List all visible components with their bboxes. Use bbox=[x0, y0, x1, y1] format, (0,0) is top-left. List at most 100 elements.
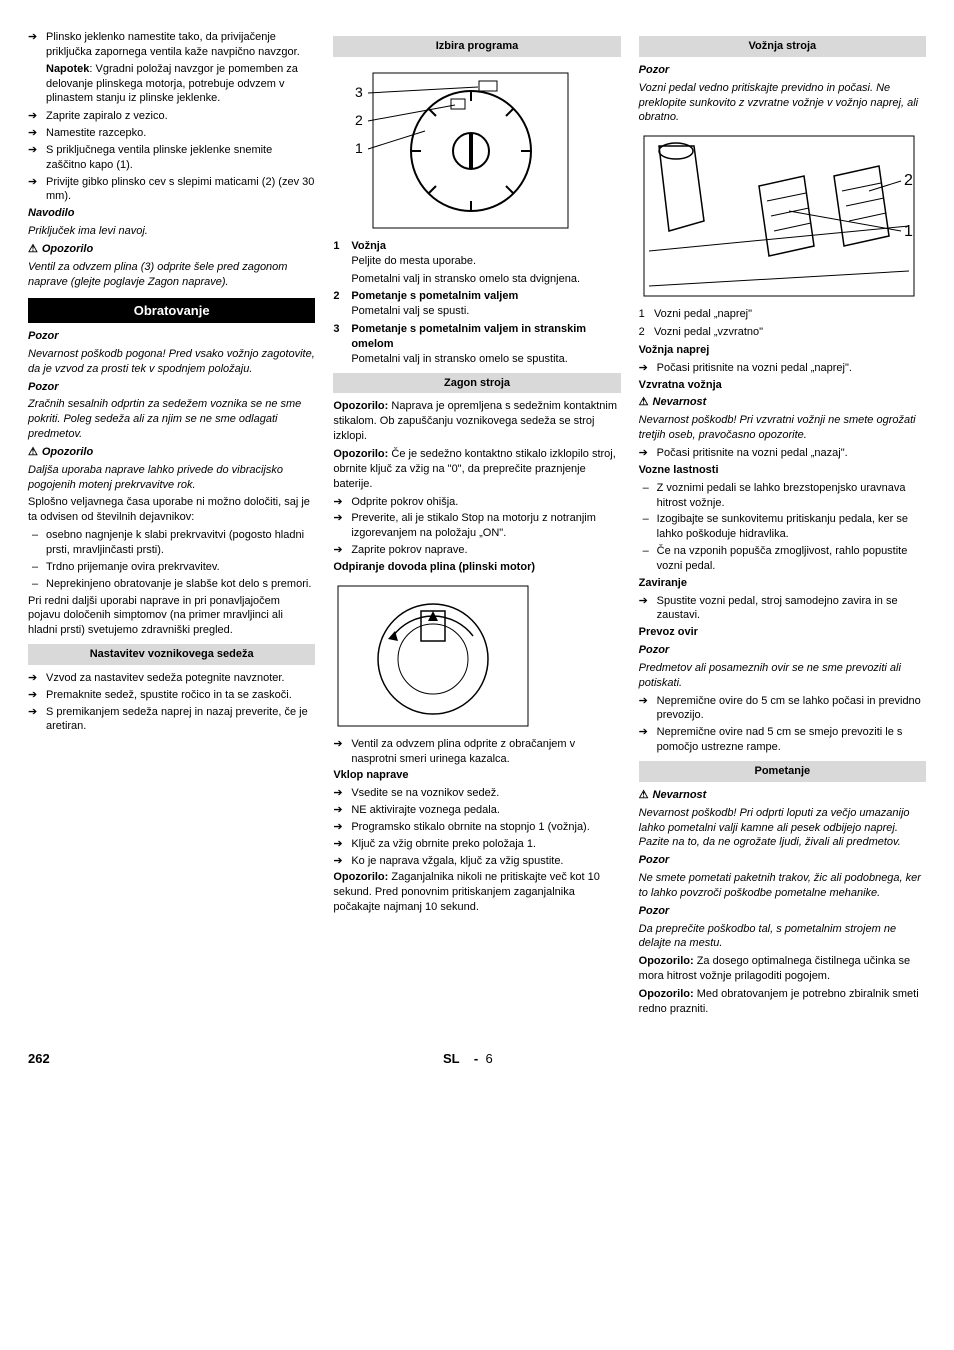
t: Premaknite sedež, spustite ročico in ta … bbox=[46, 689, 292, 701]
ventil-list: Ventil za odvzem plina odprite z obračan… bbox=[333, 737, 620, 767]
intro-text: Plinsko jeklenko namestite tako, da priv… bbox=[46, 31, 300, 58]
opo3: Opozorilo: Zaganjalnika nikoli ne pritis… bbox=[333, 870, 620, 915]
pri-redni: Pri redni daljši uporabi naprave in pri … bbox=[28, 594, 315, 639]
nast-item: S premikanjem sedeža naprej in nazaj pre… bbox=[28, 705, 315, 735]
vki: Programsko stikalo obrnite na stopnjo 1 … bbox=[333, 820, 620, 835]
pozor2-l: Pozor bbox=[639, 643, 926, 658]
b: Opozorilo: bbox=[639, 955, 694, 967]
t: Izogibajte se sunkovitemu pritiskanju pe… bbox=[657, 513, 908, 540]
t: Preverite, ali je stikalo Stop na motorj… bbox=[351, 512, 596, 539]
pozor2-t: Predmetov ali posameznih ovir se ne sme … bbox=[639, 661, 926, 691]
intro-item: Privijte gibko plinsko cev s slepimi mat… bbox=[28, 175, 315, 205]
n: 1 bbox=[639, 308, 645, 320]
nastavitev-header: Nastavitev voznikovega sedeža bbox=[28, 644, 315, 665]
nast-item: Premaknite sedež, spustite ročico in ta … bbox=[28, 688, 315, 703]
nzi: Počasi pritisnite na vozni pedal „nazaj"… bbox=[639, 446, 926, 461]
t: Vozni pedal „naprej" bbox=[654, 308, 752, 320]
lbl2: 2 bbox=[355, 112, 363, 128]
voznja-header: Vožnja stroja bbox=[639, 36, 926, 57]
b: Opozorilo: bbox=[333, 400, 388, 412]
lbl1: 1 bbox=[355, 140, 363, 156]
t: Nepremične ovire nad 5 cm se smejo prevo… bbox=[657, 726, 903, 753]
t: Zaprite zapiralo z vezico. bbox=[46, 110, 168, 122]
line: Pometalni valj in stransko omelo sta dvi… bbox=[351, 272, 620, 287]
t: Privijte gibko plinsko cev s slepimi mat… bbox=[46, 176, 314, 203]
legend2: 2 Vozni pedal „vzvratno" bbox=[639, 325, 926, 340]
t: Programsko stikalo obrnite na stopnjo 1 … bbox=[351, 821, 589, 833]
obratovanje-header: Obratovanje bbox=[28, 298, 315, 324]
t: Z voznimi pedali se lahko brezstopenjsko… bbox=[657, 482, 906, 509]
n: 3 bbox=[333, 322, 339, 337]
pozor2-label: Pozor bbox=[28, 380, 315, 395]
pozor2-text: Zračnih sesalnih odprtin za sedežem vozn… bbox=[28, 397, 315, 442]
t: Ventil za odvzem plina odprite z obračan… bbox=[351, 738, 575, 765]
intro-item: Plinsko jeklenko namestite tako, da priv… bbox=[28, 30, 315, 60]
b: Opozorilo: bbox=[333, 871, 388, 883]
n: 2 bbox=[639, 326, 645, 338]
t: Neprekinjeno obratovanje je slabše kot d… bbox=[46, 578, 311, 590]
nev2-t: Nevarnost poškodb! Pri odprti loputi za … bbox=[639, 806, 926, 851]
pozor3-l: Pozor bbox=[639, 853, 926, 868]
svg-text:1: 1 bbox=[904, 223, 913, 240]
column-left: Plinsko jeklenko namestite tako, da priv… bbox=[28, 30, 315, 1020]
b: Opozorilo: bbox=[639, 988, 694, 1000]
vozne-list: Z voznimi pedali se lahko brezstopenjsko… bbox=[639, 481, 926, 574]
t: osebno nagnjenje k slabi prekrvavitvi (p… bbox=[46, 529, 304, 556]
izbira-header: Izbira programa bbox=[333, 36, 620, 57]
t: Zaprite pokrov naprave. bbox=[351, 544, 467, 556]
napotek-para: Napotek: Vgradni položaj navzgor je pome… bbox=[28, 62, 315, 107]
program-list: 1Vožnja Peljite do mesta uporabe. Pometa… bbox=[333, 239, 620, 367]
program-dial-figure: 3 2 1 bbox=[333, 63, 620, 233]
opo2: Opozorilo: Če je sedežno kontaktno stika… bbox=[333, 447, 620, 492]
page-footer: 262 SL - 6 bbox=[28, 1050, 926, 1068]
pozor3-t: Ne smete pometati paketnih trakov, žic a… bbox=[639, 871, 926, 901]
n: 2 bbox=[333, 289, 339, 304]
vki: Ko je naprava vžgala, ključ za vžig spus… bbox=[333, 854, 620, 869]
zagon-list: Odprite pokrov ohišja. Preverite, ali je… bbox=[333, 495, 620, 558]
opozorilo2-text: Daljša uporaba naprave lahko privede do … bbox=[28, 463, 315, 493]
zaviranje-h: Zaviranje bbox=[639, 576, 926, 591]
sub: 6 bbox=[485, 1051, 492, 1066]
t: Pometanje s pometalnim valjem bbox=[351, 290, 518, 302]
prevoz-h: Prevoz ovir bbox=[639, 625, 926, 640]
nast-item: Vzvod za nastavitev sedeža potegnite nav… bbox=[28, 671, 315, 686]
nev1-l: Nevarnost bbox=[639, 395, 926, 410]
t: NE aktivirajte voznega pedala. bbox=[351, 804, 500, 816]
vli: Z voznimi pedali se lahko brezstopenjsko… bbox=[639, 481, 926, 511]
naprej-h: Vožnja naprej bbox=[639, 343, 926, 358]
prog-item: 2Pometanje s pometalnim valjem Pometalni… bbox=[333, 289, 620, 319]
dejavniki-list: osebno nagnjenje k slabi prekrvavitvi (p… bbox=[28, 528, 315, 591]
zagon-header: Zagon stroja bbox=[333, 373, 620, 394]
t: S priključnega ventila plinske jeklenke … bbox=[46, 144, 272, 171]
pvi: Nepremične ovire nad 5 cm se smejo prevo… bbox=[639, 725, 926, 755]
t: Spustite vozni pedal, stroj samodejno za… bbox=[657, 595, 898, 622]
t: Pometanje s pometalnim valjem in stransk… bbox=[351, 323, 586, 350]
opozorilo2-label: Opozorilo bbox=[28, 445, 315, 460]
pozor1-label: Pozor bbox=[28, 329, 315, 344]
odpiranje-h: Odpiranje dovoda plina (plinski motor) bbox=[333, 560, 620, 575]
vi: Ventil za odvzem plina odprite z obračan… bbox=[333, 737, 620, 767]
t: Počasi pritisnite na vozni pedal „nazaj"… bbox=[657, 447, 848, 459]
pozor1-t: Vozni pedal vedno pritiskajte previdno i… bbox=[639, 81, 926, 126]
t: Vožnja bbox=[351, 240, 386, 252]
prevoz-list: Nepremične ovire do 5 cm se lahko počasi… bbox=[639, 694, 926, 755]
intro-item: Zaprite zapiralo z vezico. bbox=[28, 109, 315, 124]
pozor4-l: Pozor bbox=[639, 904, 926, 919]
pometanje-header: Pometanje bbox=[639, 761, 926, 782]
pvi: Nepremične ovire do 5 cm se lahko počasi… bbox=[639, 694, 926, 724]
valve-svg bbox=[333, 581, 533, 731]
zi: Preverite, ali je stikalo Stop na motorj… bbox=[333, 511, 620, 541]
b: Opozorilo: bbox=[333, 448, 388, 460]
legend1: 1 Vozni pedal „naprej" bbox=[639, 307, 926, 322]
t: Vsedite se na voznikov sedež. bbox=[351, 787, 499, 799]
t: Počasi pritisnite na vozni pedal „naprej… bbox=[657, 362, 852, 374]
pozor4-t: Da preprečite poškodbo tal, s pometalnim… bbox=[639, 922, 926, 952]
lang: SL bbox=[443, 1051, 459, 1066]
prog-item: 1Vožnja Peljite do mesta uporabe. Pometa… bbox=[333, 239, 620, 287]
vki: NE aktivirajte voznega pedala. bbox=[333, 803, 620, 818]
pedal-figure: 2 1 bbox=[639, 131, 926, 301]
vli: Izogibajte se sunkovitemu pritiskanju pe… bbox=[639, 512, 926, 542]
navodilo-label: Navodilo bbox=[28, 206, 315, 221]
gas-valve-figure bbox=[333, 581, 620, 731]
dial-svg: 3 2 1 bbox=[333, 63, 573, 233]
